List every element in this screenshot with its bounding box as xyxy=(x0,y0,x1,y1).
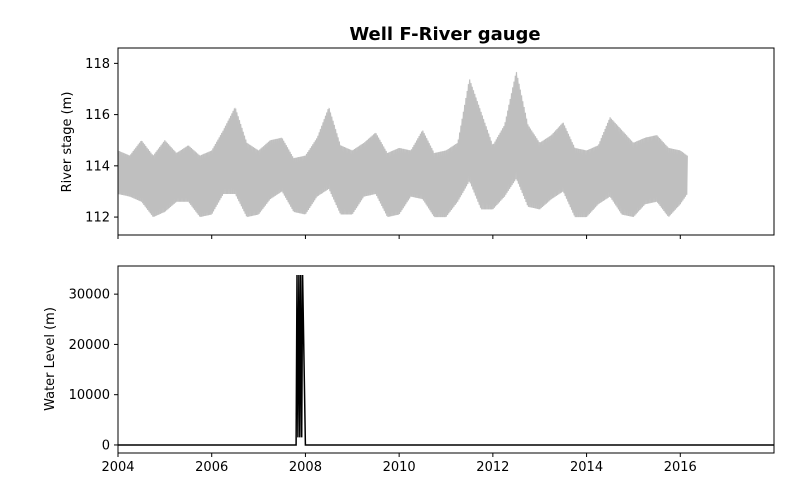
chart-title: Well F-River gauge xyxy=(349,24,540,45)
river-stage-series xyxy=(117,71,688,218)
top-y-tick-label: 112 xyxy=(85,211,110,226)
bottom-x-axis: 2004 2006 2008 2010 2012 2014 2016 xyxy=(101,453,697,475)
bottom-x-tick-label: 2004 xyxy=(101,460,134,475)
top-plot-frame xyxy=(117,47,775,236)
bottom-x-tick-label: 2012 xyxy=(476,460,509,475)
bottom-y-tick-label: 0 xyxy=(102,438,110,453)
bottom-y-tick-label: 30000 xyxy=(69,288,110,303)
bottom-x-tick-label: 2014 xyxy=(570,460,603,475)
bottom-x-tick-label: 2008 xyxy=(289,460,322,475)
water-level-line xyxy=(118,274,774,446)
top-y-axis: 112 114 116 118 xyxy=(85,57,118,226)
bottom-y-axis-label: Water Level (m) xyxy=(43,307,58,411)
bottom-x-tick-label: 2006 xyxy=(195,460,228,475)
bottom-x-tick-label: 2010 xyxy=(383,460,416,475)
river-stage-panel: 112 114 116 118 River stage (m) xyxy=(60,47,775,239)
bottom-y-axis: 0 10000 20000 30000 xyxy=(69,288,118,453)
top-x-axis xyxy=(117,235,681,239)
water-level-series xyxy=(118,274,774,446)
bottom-plot-frame xyxy=(117,265,775,454)
river-stage-line xyxy=(117,72,688,218)
top-y-tick-label: 118 xyxy=(85,57,110,72)
top-y-tick-label: 114 xyxy=(85,159,110,174)
top-y-tick-label: 116 xyxy=(85,108,110,123)
bottom-x-tick-label: 2016 xyxy=(664,460,697,475)
bottom-y-tick-label: 10000 xyxy=(69,388,110,403)
top-y-axis-label: River stage (m) xyxy=(60,92,75,193)
bottom-y-tick-label: 20000 xyxy=(69,338,110,353)
water-level-panel: 0 10000 20000 30000 2004 2006 2008 2010 2012 201… xyxy=(43,265,775,475)
